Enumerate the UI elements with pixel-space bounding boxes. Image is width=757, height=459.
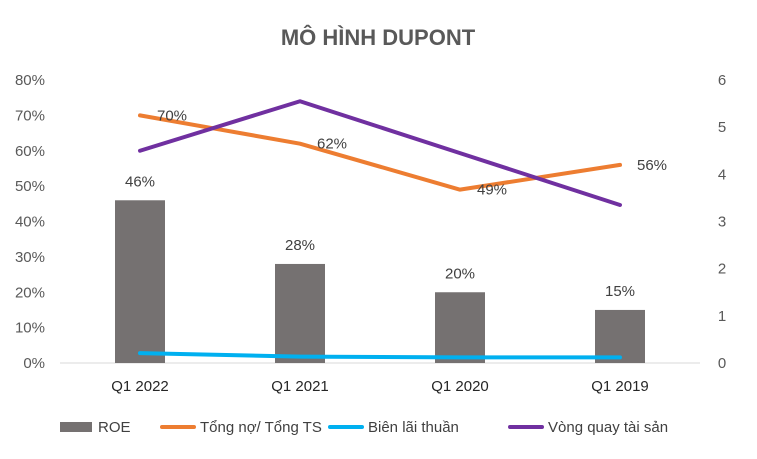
right-axis: 0 1 2 3 4 5 6: [718, 72, 726, 372]
left-tick-label: 40%: [15, 214, 45, 231]
right-tick-label: 0: [718, 355, 726, 372]
right-tick-label: 4: [718, 166, 726, 183]
right-tick-label: 2: [718, 261, 726, 278]
legend-swatch: [60, 422, 92, 432]
roe-bar-label: 46%: [125, 173, 155, 190]
roe-bar: [595, 309, 645, 363]
chart-title: MÔ HÌNH DUPONT: [281, 25, 476, 50]
roe-bar-label: 15%: [605, 283, 635, 300]
category-label: Q1 2020: [431, 378, 489, 395]
line-point-label: 62%: [317, 136, 347, 153]
line-series: [138, 99, 622, 360]
roe-bar: [435, 292, 485, 363]
right-tick-label: 6: [718, 72, 726, 89]
line-point-label: 49%: [477, 182, 507, 199]
line-point-label: 70%: [157, 107, 187, 124]
left-tick-label: 80%: [15, 72, 45, 89]
left-tick-label: 50%: [15, 178, 45, 195]
left-tick-label: 20%: [15, 284, 45, 301]
roe-bar: [275, 263, 325, 363]
left-tick-label: 60%: [15, 143, 45, 160]
legend: ROE Tổng nợ/ Tổng TS Biên lãi thuần Vòng qu…: [60, 419, 668, 436]
left-axis: 0% 10% 20% 30% 40% 50% 60% 70% 80%: [15, 72, 45, 372]
category-label: Q1 2019: [591, 378, 649, 395]
legend-label: Biên lãi thuần: [368, 419, 459, 436]
category-axis: Q1 2022 Q1 2021 Q1 2020 Q1 2019: [111, 378, 649, 395]
category-label: Q1 2021: [271, 378, 329, 395]
series-line: [138, 351, 622, 360]
legend-label: Tổng nợ/ Tổng TS: [200, 419, 322, 436]
roe-bar-label: 20%: [445, 265, 475, 282]
data-labels: 46% 28% 20% 15% 70% 62% 49% 56%: [125, 107, 667, 300]
left-tick-label: 30%: [15, 249, 45, 266]
category-label: Q1 2022: [111, 378, 169, 395]
bar-series: [115, 200, 645, 363]
roe-bar: [115, 200, 165, 363]
legend-label: ROE: [98, 419, 131, 436]
left-tick-label: 10%: [15, 320, 45, 337]
roe-bar-label: 28%: [285, 237, 315, 254]
left-tick-label: 0%: [23, 355, 45, 372]
left-tick-label: 70%: [15, 107, 45, 124]
right-tick-label: 3: [718, 214, 726, 231]
legend-label: Vòng quay tài sản: [548, 419, 668, 436]
line-point-label: 56%: [637, 157, 667, 174]
right-tick-label: 5: [718, 119, 726, 136]
right-tick-label: 1: [718, 308, 726, 325]
series-line: [138, 99, 622, 207]
